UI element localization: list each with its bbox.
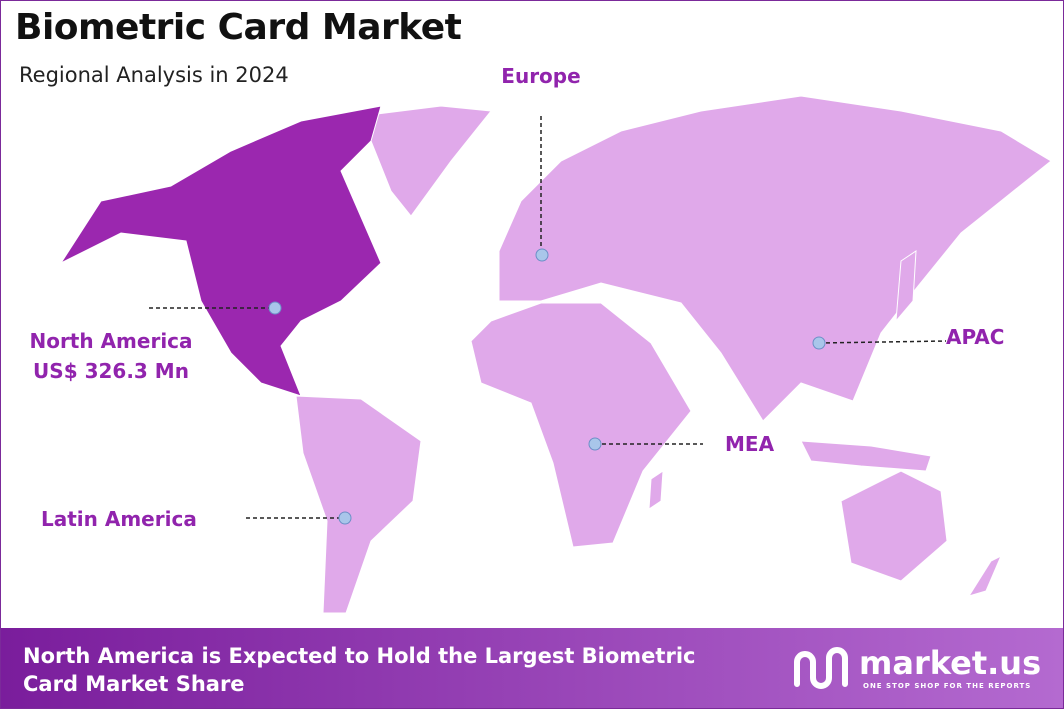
title: Biometric Card Market bbox=[15, 7, 462, 48]
logo-icon bbox=[794, 647, 848, 689]
madagascar bbox=[648, 470, 664, 510]
greenland bbox=[360, 105, 492, 217]
japan bbox=[895, 250, 917, 323]
australia bbox=[840, 470, 948, 582]
marker bbox=[588, 437, 602, 451]
marker bbox=[535, 248, 549, 262]
region-name: Europe bbox=[501, 64, 581, 88]
region-name: MEA bbox=[725, 432, 775, 456]
world-map bbox=[59, 95, 1052, 614]
region-value: US$ 326.3 Mn bbox=[33, 359, 189, 383]
footer: North America is Expected to Hold the La… bbox=[1, 628, 1063, 708]
region-name: APAC bbox=[946, 325, 1005, 349]
region-name: North America bbox=[29, 329, 193, 353]
africa bbox=[470, 302, 692, 548]
region-name: Latin America bbox=[41, 507, 197, 531]
marker bbox=[268, 301, 282, 315]
marker bbox=[812, 336, 826, 350]
subtitle: Regional Analysis in 2024 bbox=[19, 63, 289, 87]
region-label: North America US$ 326.3 Mn bbox=[11, 326, 211, 386]
indonesia bbox=[800, 440, 932, 472]
south-america bbox=[295, 395, 422, 614]
leader-line bbox=[818, 340, 947, 344]
new-zealand bbox=[967, 554, 1002, 597]
footer-text: North America is Expected to Hold the La… bbox=[23, 644, 696, 696]
marker bbox=[338, 511, 352, 525]
brand: market.us bbox=[859, 644, 1042, 682]
eurasia bbox=[498, 95, 1052, 422]
north-america bbox=[59, 105, 382, 397]
tagline: ONE STOP SHOP FOR THE REPORTS bbox=[863, 682, 1032, 690]
